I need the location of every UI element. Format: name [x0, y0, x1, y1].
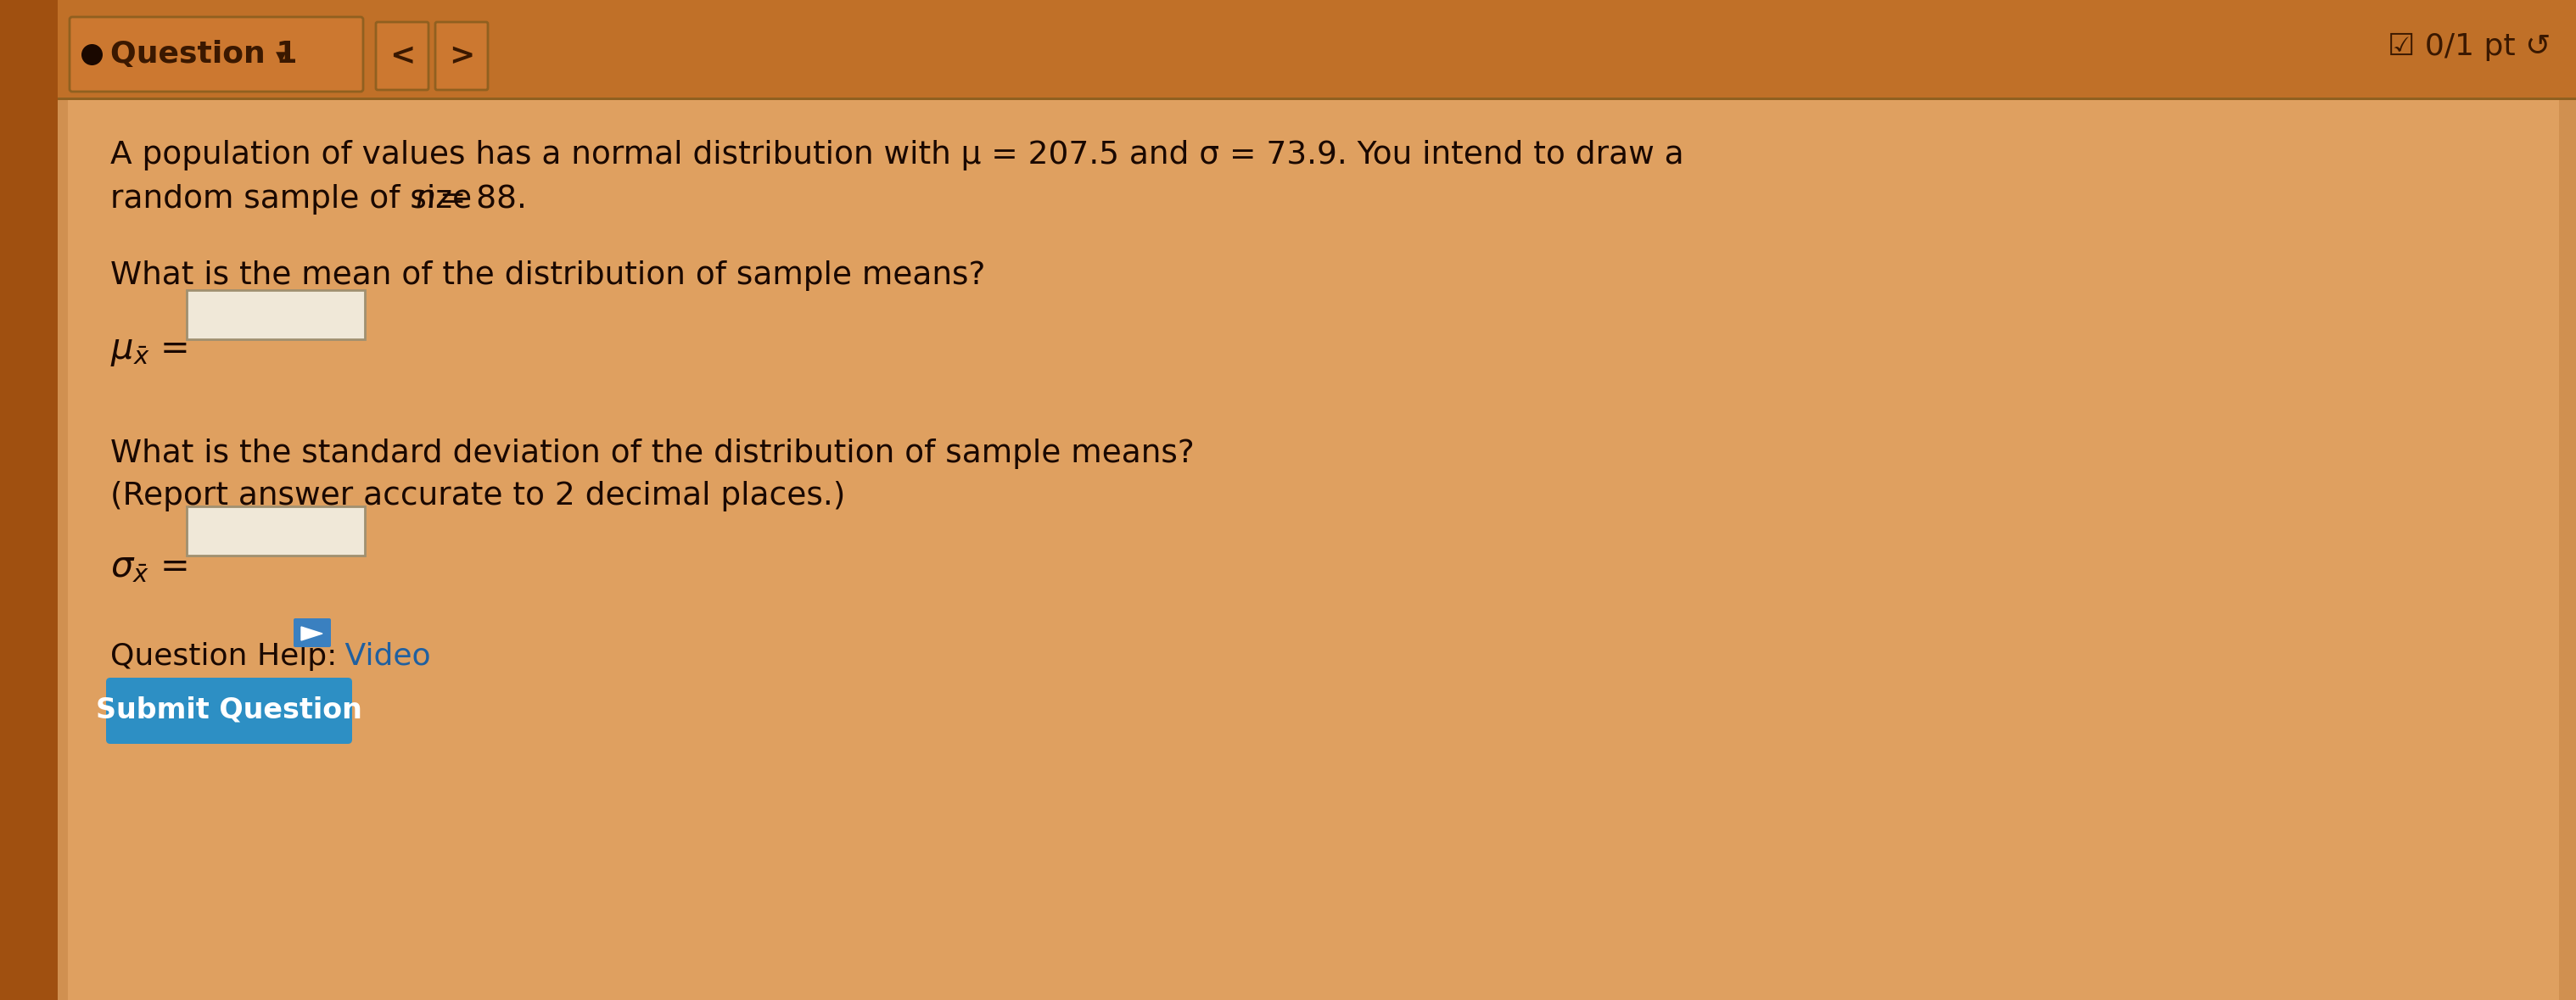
- Bar: [57, 0, 2576, 98]
- Text: ☑ 0/1 pt ↺: ☑ 0/1 pt ↺: [2388, 32, 2550, 61]
- FancyBboxPatch shape: [70, 17, 363, 92]
- Text: ▾: ▾: [276, 47, 286, 67]
- Text: (Report answer accurate to 2 decimal places.): (Report answer accurate to 2 decimal pla…: [111, 481, 845, 511]
- Text: Question Help:: Question Help:: [111, 642, 337, 671]
- FancyBboxPatch shape: [376, 22, 428, 90]
- Bar: [57, 98, 2576, 100]
- Bar: [67, 100, 2558, 1000]
- Text: n: n: [415, 184, 435, 215]
- Text: = 88.: = 88.: [430, 184, 528, 215]
- Text: $\sigma_{\bar{x}}$ =: $\sigma_{\bar{x}}$ =: [111, 549, 188, 584]
- Polygon shape: [301, 627, 322, 640]
- Text: What is the standard deviation of the distribution of sample means?: What is the standard deviation of the di…: [111, 439, 1195, 469]
- FancyBboxPatch shape: [185, 506, 366, 556]
- FancyBboxPatch shape: [294, 618, 330, 647]
- FancyBboxPatch shape: [106, 678, 353, 744]
- Bar: [0, 0, 57, 1000]
- FancyBboxPatch shape: [185, 290, 366, 339]
- Text: <: <: [389, 42, 415, 70]
- FancyBboxPatch shape: [435, 22, 487, 90]
- Text: $\mu_{\bar{x}}$ =: $\mu_{\bar{x}}$ =: [111, 332, 188, 368]
- Text: Question 1: Question 1: [111, 40, 296, 69]
- Text: Video: Video: [335, 642, 430, 671]
- Text: Submit Question: Submit Question: [95, 696, 363, 724]
- Text: random sample of size: random sample of size: [111, 184, 482, 215]
- Text: A population of values has a normal distribution with μ = 207.5 and σ = 73.9. Yo: A population of values has a normal dist…: [111, 140, 1685, 170]
- Text: What is the mean of the distribution of sample means?: What is the mean of the distribution of …: [111, 260, 987, 291]
- Text: >: >: [448, 42, 474, 70]
